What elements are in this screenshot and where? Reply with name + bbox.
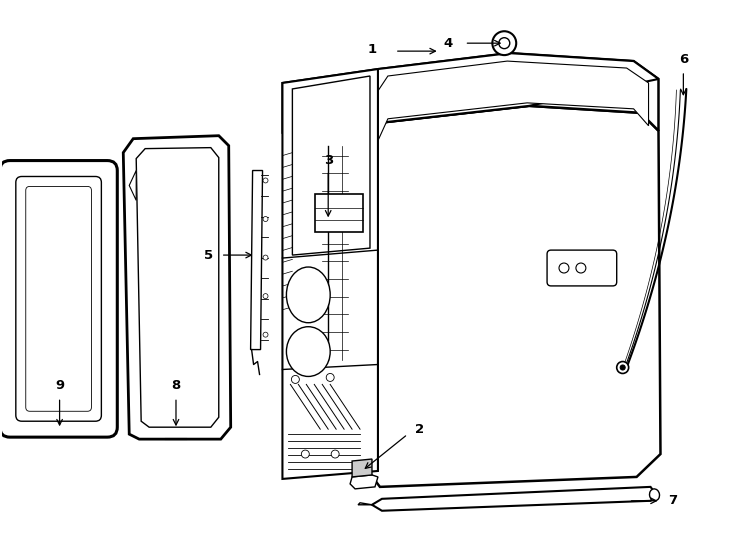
- Text: 7: 7: [668, 494, 677, 507]
- Text: 8: 8: [171, 379, 181, 392]
- Circle shape: [620, 365, 625, 370]
- Circle shape: [559, 263, 569, 273]
- Circle shape: [499, 38, 509, 49]
- Polygon shape: [292, 76, 370, 255]
- Polygon shape: [283, 69, 378, 479]
- Circle shape: [576, 263, 586, 273]
- Text: 3: 3: [324, 154, 333, 167]
- Circle shape: [302, 450, 309, 458]
- Circle shape: [493, 31, 516, 55]
- Circle shape: [331, 450, 339, 458]
- Text: 1: 1: [368, 43, 377, 56]
- Polygon shape: [372, 487, 656, 511]
- Circle shape: [263, 332, 268, 337]
- Bar: [316, 194, 363, 232]
- Polygon shape: [352, 459, 372, 477]
- FancyBboxPatch shape: [0, 160, 117, 437]
- Circle shape: [263, 255, 268, 260]
- Polygon shape: [129, 171, 137, 200]
- Text: 2: 2: [415, 423, 424, 436]
- Polygon shape: [250, 171, 263, 349]
- Polygon shape: [283, 53, 658, 133]
- Ellipse shape: [286, 327, 330, 376]
- FancyBboxPatch shape: [547, 250, 617, 286]
- FancyBboxPatch shape: [26, 186, 92, 411]
- Polygon shape: [368, 53, 658, 146]
- Circle shape: [291, 375, 299, 383]
- Ellipse shape: [286, 267, 330, 323]
- Circle shape: [263, 294, 268, 299]
- Text: 4: 4: [443, 37, 452, 50]
- Ellipse shape: [650, 489, 660, 501]
- Text: 9: 9: [55, 379, 64, 392]
- Circle shape: [263, 217, 268, 221]
- Polygon shape: [123, 136, 230, 439]
- Text: 5: 5: [204, 248, 214, 261]
- Circle shape: [617, 361, 628, 374]
- Polygon shape: [350, 475, 378, 489]
- Circle shape: [326, 374, 334, 381]
- Polygon shape: [378, 61, 649, 140]
- Polygon shape: [358, 503, 372, 505]
- Polygon shape: [368, 106, 661, 487]
- Text: 6: 6: [679, 52, 688, 65]
- FancyBboxPatch shape: [16, 177, 101, 421]
- Polygon shape: [137, 147, 219, 427]
- Circle shape: [263, 178, 268, 183]
